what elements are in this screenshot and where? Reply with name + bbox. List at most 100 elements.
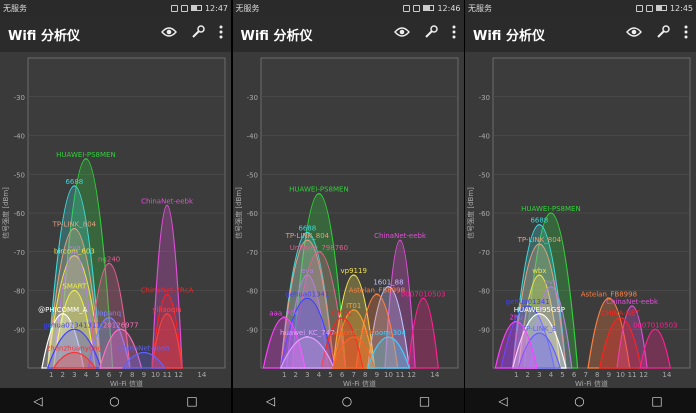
eye-icon[interactable] [393,26,410,42]
network-curve [279,239,335,369]
wifi-status-icon [180,4,188,12]
network-label: ChinaNet-eebk [141,197,194,205]
network-label: 20126977 [103,321,139,329]
x-tick-label: 14 [430,371,439,379]
notification-icon [635,4,643,12]
app-title: Wifi 分析仪 [8,28,80,44]
recent-apps-icon[interactable]: □ [186,393,198,408]
network-curve [529,286,573,369]
home-icon[interactable]: ○ [341,393,353,408]
y-tick-label: -90 [479,326,490,334]
network-label: 1601_88 [373,279,403,287]
network-label: CMCC [331,310,352,318]
more-vert-icon[interactable] [452,25,456,43]
eye-icon[interactable] [626,26,642,42]
network-label: @PHICOMM_A [38,306,88,314]
x-tick-label: 6 [339,371,344,379]
network-label: ng240 [98,255,120,263]
network-label: 6688 [65,178,83,186]
y-axis-label: 信号强度 [dBm] [234,187,243,239]
wrench-icon[interactable] [191,25,205,43]
network-curve [366,336,410,369]
network-curve [331,336,375,369]
network-label: 6688 [530,217,548,225]
y-tick-label: -80 [14,288,25,296]
network-label: gehua01341 [506,298,550,306]
x-tick-label: 1 [514,371,518,379]
x-tick-label: 3 [537,371,541,379]
network-label: ChinaNet-seon [118,345,169,353]
more-vert-icon[interactable] [219,25,223,43]
y-tick-label: -50 [479,171,490,179]
x-tick-label: 10 [384,371,393,379]
y-tick-label: -60 [14,210,25,218]
x-axis-label: Wi-Fi 信道 [110,379,143,388]
home-icon[interactable]: ○ [574,393,585,408]
network-label: 0007010503 [400,290,445,298]
signal-chart: -30 -40 -50 -60 -70 -80 -90 1 2 3 4 5 6 7 8 9 10 11 12 14 信号… [233,52,464,388]
network-curve [87,317,131,369]
back-icon[interactable]: ◁ [33,393,43,408]
signal-chart: -30 -40 -50 -60 -70 -80 -90 1 2 3 4 5 6 7 8 9 10 11 12 14 信号… [465,52,696,388]
network-label: TP-LINK_804 [517,236,562,244]
y-tick-label: -40 [14,133,25,141]
network-label: ChinaNet-7RcA [141,286,194,294]
wrench-icon[interactable] [656,25,670,43]
network-label: lopanq [97,310,121,318]
x-tick-label: 8 [363,371,367,379]
x-tick-label: 8 [595,371,599,379]
x-tick-label: 7 [583,371,587,379]
network-curve [639,328,672,369]
network-label: wbx [532,267,546,275]
y-tick-label: -90 [14,326,25,334]
x-tick-label: 5 [95,371,99,379]
network-curve [291,193,346,369]
app-title: Wifi 分析仪 [473,28,545,44]
network-curve [517,332,562,369]
app-bar: Wifi 分析仪 [0,16,231,52]
network-curve [52,351,97,369]
network-label: TP-LINK_B [521,325,557,333]
y-tick-label: -30 [246,94,257,102]
y-tick-label: -30 [14,94,25,102]
y-tick-label: -60 [479,210,490,218]
app-title: Wifi 分析仪 [240,28,313,44]
battery-icon [190,5,202,11]
back-icon[interactable]: ◁ [265,393,276,408]
x-tick-label: 4 [549,371,554,379]
x-tick-label: 14 [197,371,206,379]
x-tick-label: 3 [305,371,309,379]
x-tick-label: 11 [395,371,404,379]
network-label: huawei_KC_747 [280,329,335,337]
home-icon[interactable]: ○ [109,393,120,408]
network-curve [262,317,306,369]
x-tick-label: 1 [281,371,285,379]
y-tick-label: -80 [479,288,490,296]
recent-apps-icon[interactable]: □ [418,393,431,408]
network-curve [320,317,364,369]
back-icon[interactable]: ◁ [498,393,508,408]
network-curve [494,320,538,369]
eye-icon[interactable] [161,26,177,42]
recent-apps-icon[interactable]: □ [651,393,663,408]
y-axis-label: 信号强度 [dBm] [1,187,10,239]
network-curve [279,297,335,369]
y-tick-label: -40 [479,133,490,141]
chart-svg: -30-40-50-60-70-80-901 2 3 4 5 6 7 8 9 10 11 12 14信号… [234,57,458,388]
y-tick-label: -50 [14,171,25,179]
screen-2: 无服务 12:46 Wifi 分析仪 -30 -40 -50 -60 -70 -80 -90… [232,0,464,413]
network-label: zhenzhuanyong [47,345,102,353]
network-curve [121,351,166,369]
network-curve [52,251,96,369]
wrench-icon[interactable] [424,25,438,43]
network-label: HUAWEI-PS8MEN [56,151,116,159]
network-label: aaa_704 [269,310,299,318]
network-label: vp9119 [340,267,366,275]
network-label: ChinaNet-eebk [606,298,659,306]
clock-text: 12:47 [204,3,228,13]
more-vert-icon[interactable] [684,25,688,43]
y-tick-label: -80 [246,288,257,296]
network-label: SMART [62,283,87,291]
x-tick-label: 10 [151,371,160,379]
